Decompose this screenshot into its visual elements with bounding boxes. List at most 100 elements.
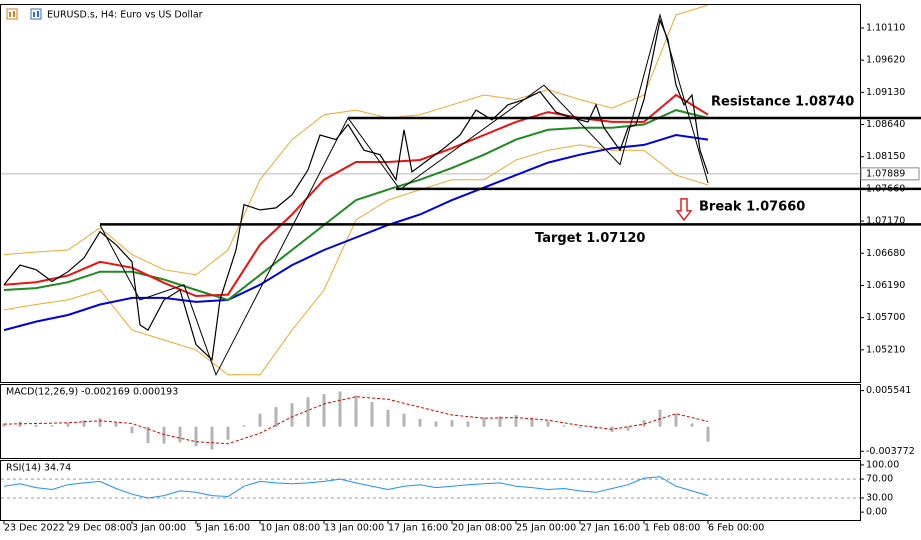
histogram-bar xyxy=(482,417,486,427)
histogram-bar xyxy=(514,414,518,427)
y-tick-label: 1.09130 xyxy=(866,87,905,98)
icon xyxy=(6,8,18,20)
y-tick-label: 30.00 xyxy=(866,492,893,503)
histogram-bar xyxy=(210,426,214,450)
series-line xyxy=(3,133,709,332)
x-tick-label: 27 Jan 16:00 xyxy=(580,523,640,534)
histogram-bar xyxy=(690,423,694,427)
last-price-box xyxy=(860,167,920,181)
x-tick-label: 6 Feb 00:00 xyxy=(708,523,764,534)
x-tick-label: 23 Dec 2022 xyxy=(4,523,65,534)
series-line xyxy=(3,476,709,499)
histogram-bar xyxy=(498,416,502,427)
x-tick-label: 10 Jan 08:00 xyxy=(260,523,320,534)
x-tick-label: 25 Jan 00:00 xyxy=(516,523,576,534)
macd-title: MACD(12,26,9) -0.002169 0.000193 xyxy=(6,387,178,398)
icon xyxy=(13,11,15,17)
y-tick-label: 1.06190 xyxy=(866,280,905,291)
y-tick-label: 0.005541 xyxy=(866,385,911,396)
histogram-bar xyxy=(370,401,374,427)
x-tick-label: 3 Jan 00:00 xyxy=(132,523,186,534)
y-tick-label: 100.00 xyxy=(866,459,899,470)
y-tick-label: 1.06680 xyxy=(866,248,905,259)
series-line xyxy=(99,13,709,377)
histogram-bar xyxy=(178,426,182,443)
annotation-text: Break 1.07660 xyxy=(699,199,805,214)
y-tick-label: 1.10110 xyxy=(866,22,905,33)
histogram-bar xyxy=(274,407,278,427)
histogram-bar xyxy=(354,395,358,427)
y-tick-label: 1.05210 xyxy=(866,344,905,355)
histogram-bar xyxy=(162,426,166,444)
series-line xyxy=(3,109,709,302)
histogram-bar xyxy=(674,413,678,427)
histogram-bar xyxy=(306,397,310,427)
histogram-bar xyxy=(258,413,262,427)
histogram-bar xyxy=(130,426,134,434)
y-tick-label: 1.09620 xyxy=(866,55,905,66)
histogram-bar xyxy=(82,420,86,427)
histogram-bar xyxy=(642,420,646,427)
last-price-label: 1.07889 xyxy=(866,168,905,179)
series-line xyxy=(3,4,709,276)
histogram-bar xyxy=(66,422,70,427)
histogram-bar xyxy=(418,418,422,427)
header-icons xyxy=(6,8,42,20)
macd-panel xyxy=(0,384,861,459)
histogram-bar xyxy=(322,394,326,427)
y-tick-label: 1.07170 xyxy=(866,216,905,227)
histogram-bar xyxy=(626,426,630,431)
histogram-bar xyxy=(402,413,406,427)
x-tick-label: 1 Feb 08:00 xyxy=(644,523,700,534)
icon xyxy=(30,8,42,20)
histogram-bar xyxy=(194,426,198,447)
histogram-bar xyxy=(2,423,6,427)
histogram-bar xyxy=(290,403,294,427)
x-tick-label: 29 Dec 08:00 xyxy=(68,523,132,534)
histogram-bar xyxy=(450,420,454,427)
histogram-bar xyxy=(34,424,38,427)
x-tick-label: 13 Jan 00:00 xyxy=(324,523,384,534)
annotation-text: Resistance 1.08740 xyxy=(711,94,854,109)
histogram-bar xyxy=(98,418,102,427)
histogram-bar xyxy=(242,425,246,427)
histogram-bar xyxy=(578,426,582,429)
icon xyxy=(33,12,35,17)
rsi-title: RSI(14) 34.74 xyxy=(6,463,71,474)
y-tick-label: 0.00 xyxy=(866,507,887,518)
y-tick-label: 1.05700 xyxy=(866,312,905,323)
price-panel xyxy=(0,4,861,383)
histogram-bar xyxy=(434,421,438,427)
series-line xyxy=(3,144,709,376)
histogram-bar xyxy=(466,421,470,427)
series-line xyxy=(3,18,709,361)
y-tick-label: 70.00 xyxy=(866,474,893,485)
icon xyxy=(37,11,39,17)
histogram-bar xyxy=(386,409,390,427)
histogram-bar xyxy=(546,421,550,427)
x-tick-label: 17 Jan 16:00 xyxy=(388,523,448,534)
histogram-bar xyxy=(594,426,598,430)
x-tick-label: 20 Jan 08:00 xyxy=(452,523,512,534)
annotation-text: Target 1.07120 xyxy=(535,231,645,246)
histogram-bar xyxy=(146,426,150,444)
y-tick-label: 1.08150 xyxy=(866,151,905,162)
break-arrow xyxy=(675,198,693,222)
histogram-bar xyxy=(114,422,118,427)
series-line xyxy=(3,396,709,445)
histogram-bar xyxy=(562,425,566,427)
histogram-bar xyxy=(530,417,534,427)
histogram-bar xyxy=(226,426,230,440)
y-tick-label: 1.08640 xyxy=(866,119,905,130)
x-tick-label: 5 Jan 16:00 xyxy=(196,523,250,534)
histogram-bar xyxy=(50,425,54,427)
rsi-panel xyxy=(0,460,861,521)
chart-title: EURUSD.s, H4: Euro vs US Dollar xyxy=(47,10,203,21)
histogram-bar xyxy=(706,426,710,442)
histogram-bar xyxy=(658,409,662,427)
icon xyxy=(9,12,11,17)
histogram-bar xyxy=(338,391,342,427)
y-tick-label: -0.003772 xyxy=(866,446,915,457)
